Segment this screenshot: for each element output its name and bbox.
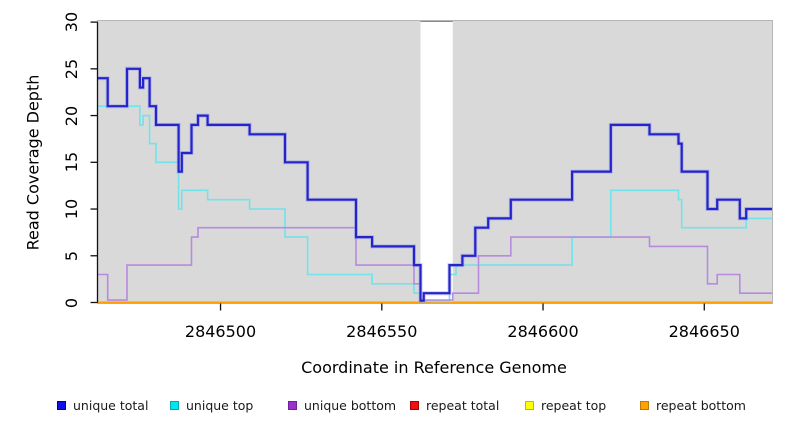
legend-swatch-repeat-bottom bbox=[640, 401, 649, 410]
y-tick-label: 10 bbox=[61, 198, 81, 220]
coverage-gap-band bbox=[420, 21, 453, 303]
y-tick-label: 30 bbox=[61, 11, 81, 33]
legend-label: repeat total bbox=[426, 397, 500, 413]
y-axis-title: Read Coverage Depth bbox=[23, 74, 43, 251]
x-tick-label: 2846600 bbox=[507, 322, 579, 341]
y-tick-label: 20 bbox=[61, 105, 81, 126]
y-tick-label: 0 bbox=[61, 297, 81, 308]
legend-label: unique total bbox=[73, 397, 149, 413]
y-tick-label: 5 bbox=[61, 250, 81, 261]
legend-swatch-unique-bottom bbox=[288, 401, 297, 410]
x-tick-label: 2846650 bbox=[668, 322, 740, 341]
y-tick-label: 25 bbox=[61, 58, 81, 80]
series-line-unique-top bbox=[98, 105, 772, 303]
gap-band-top-edge bbox=[420, 20, 453, 22]
legend-label: unique bottom bbox=[304, 397, 397, 413]
legend-label: unique top bbox=[186, 397, 254, 413]
legend-swatch-repeat-total bbox=[410, 401, 419, 410]
legend-swatch-repeat-top bbox=[525, 401, 534, 410]
y-tick-label: 15 bbox=[61, 152, 81, 173]
legend-swatch-unique-top bbox=[170, 401, 179, 410]
x-axis-title: Coordinate in Reference Genome bbox=[301, 358, 567, 377]
x-tick-label: 2846550 bbox=[346, 322, 418, 341]
series-line-unique-total bbox=[98, 67, 772, 302]
x-tick-label: 2846500 bbox=[184, 322, 257, 341]
legend-label: repeat bottom bbox=[656, 397, 746, 413]
legend-swatch-unique-total bbox=[57, 401, 66, 410]
series-line-unique-bottom bbox=[98, 226, 772, 301]
legend-label: repeat top bbox=[541, 397, 607, 413]
